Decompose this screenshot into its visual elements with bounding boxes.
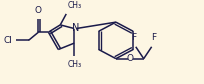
Text: CH₃: CH₃ (67, 60, 81, 69)
Text: N: N (72, 23, 80, 33)
Text: F: F (131, 33, 136, 42)
Text: O: O (35, 6, 42, 15)
Text: CH₃: CH₃ (67, 1, 81, 10)
Text: O: O (126, 54, 133, 63)
Text: F: F (151, 33, 156, 42)
Text: Cl: Cl (4, 36, 13, 45)
